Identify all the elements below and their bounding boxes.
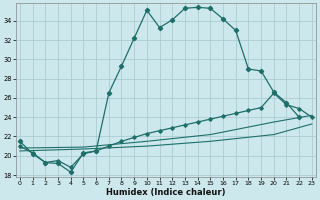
X-axis label: Humidex (Indice chaleur): Humidex (Indice chaleur)	[106, 188, 226, 197]
